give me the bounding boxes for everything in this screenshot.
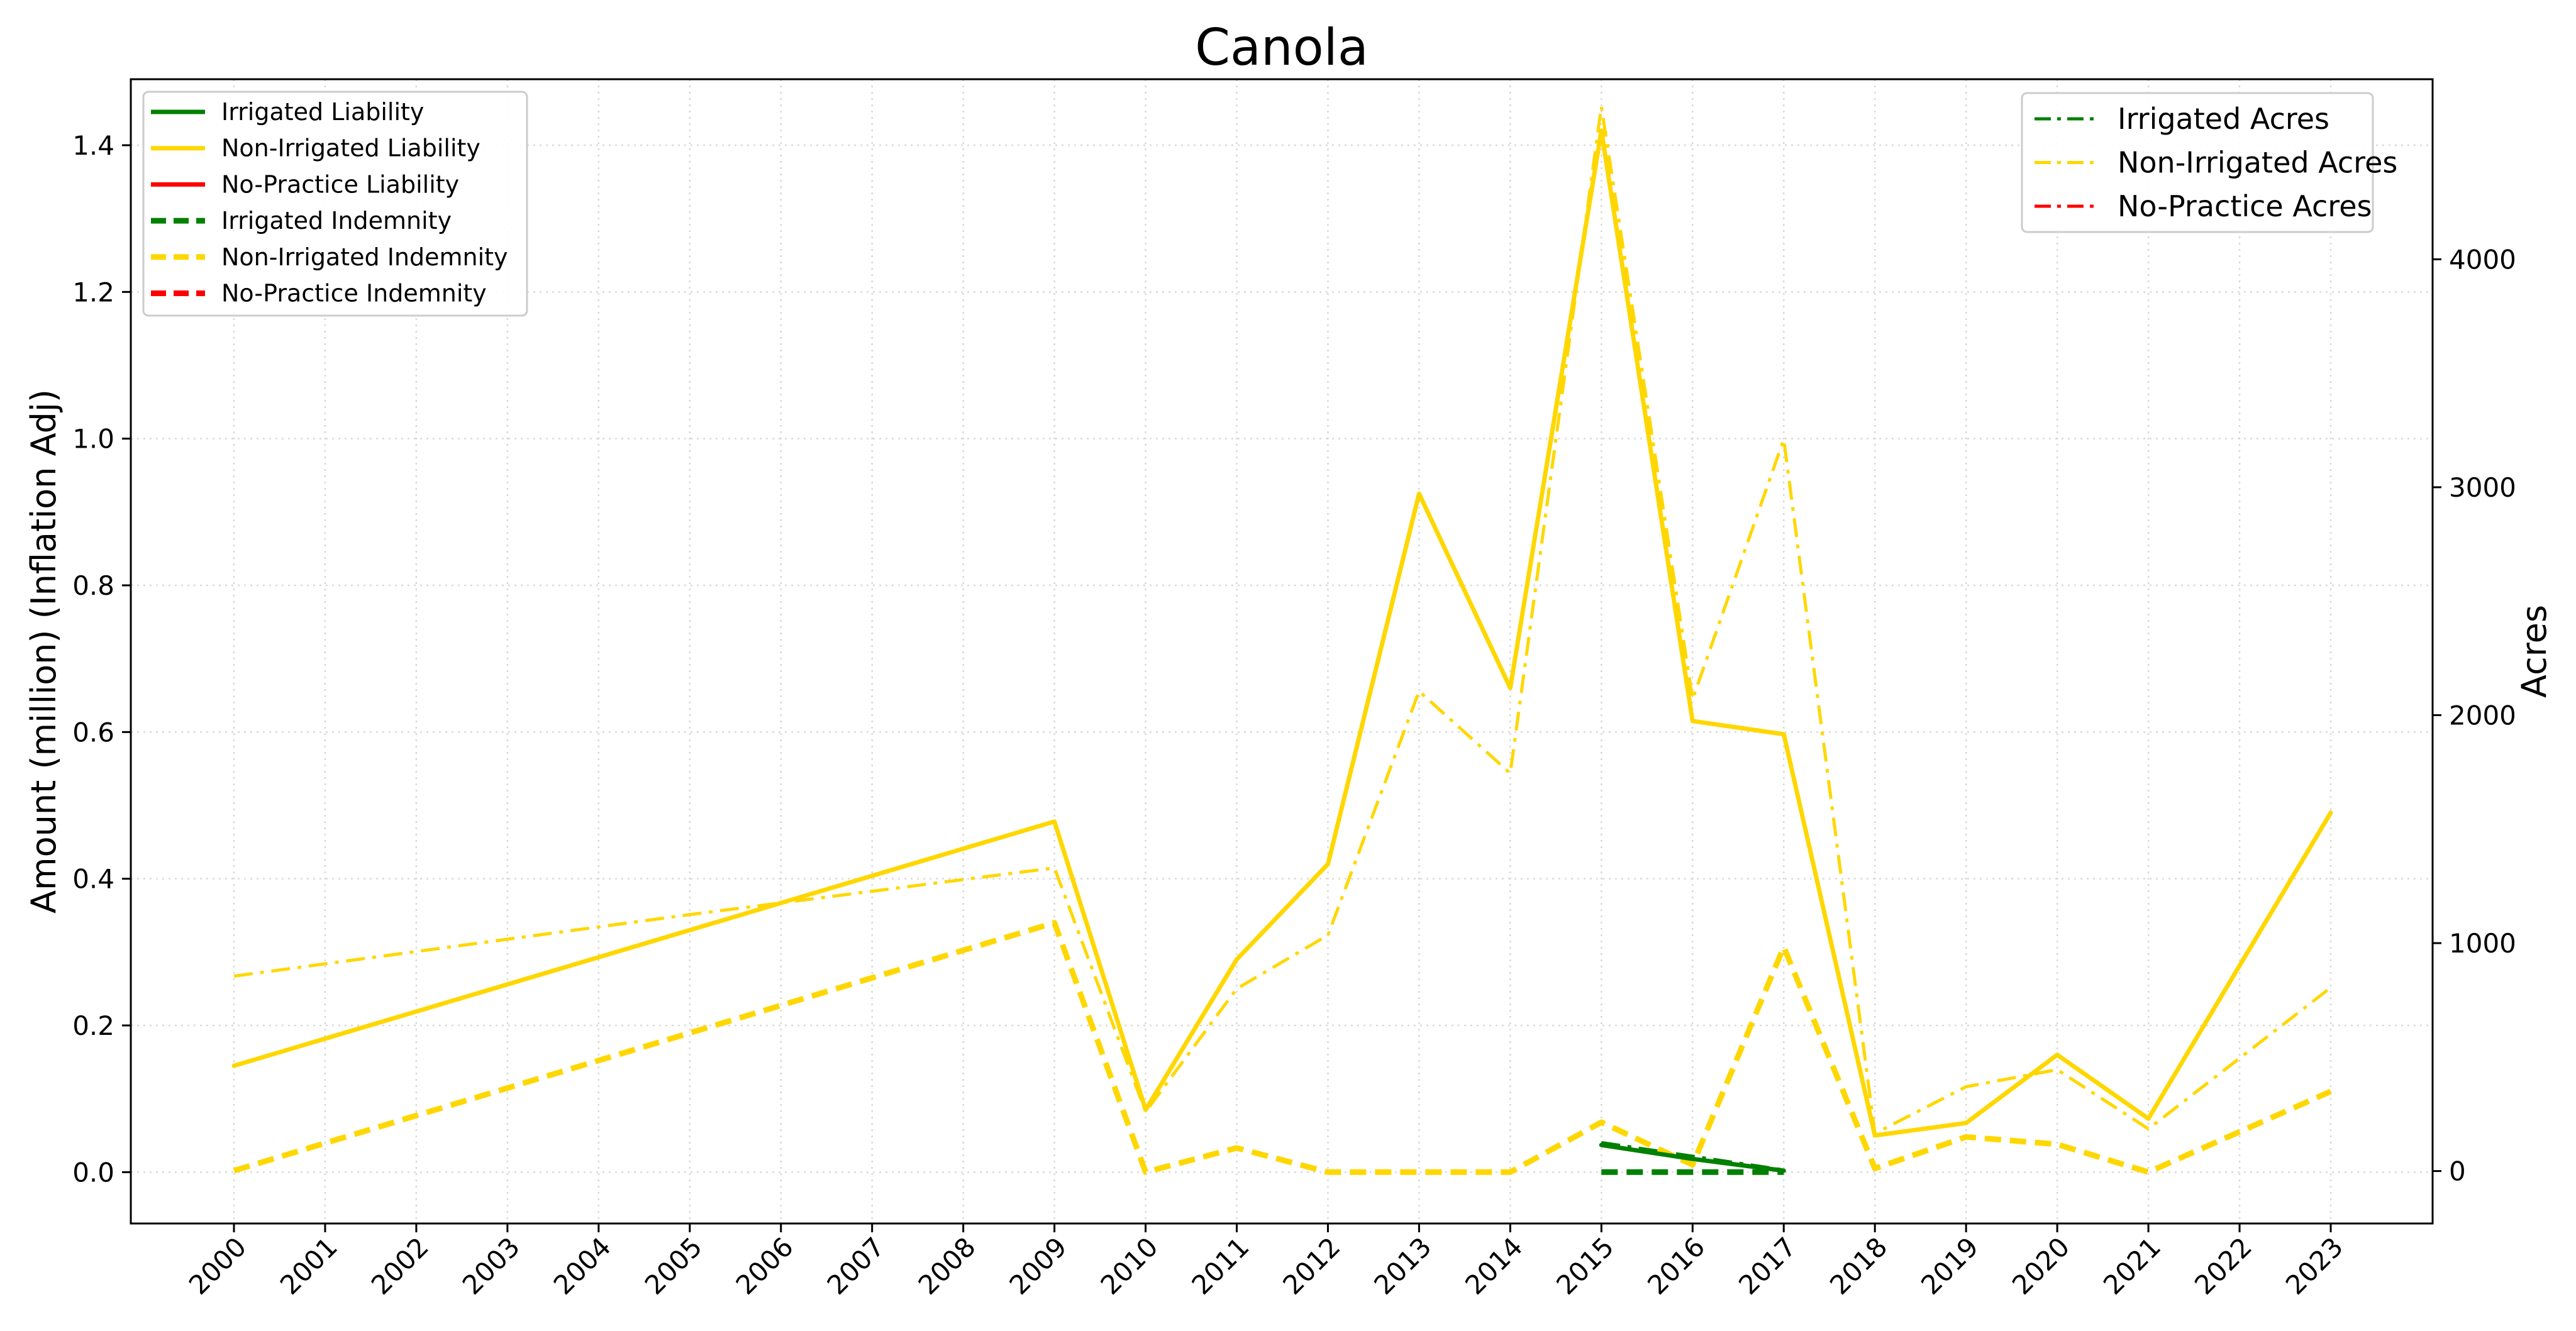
x-tick-label: 2022 xyxy=(2189,1231,2258,1300)
x-tick-label: 2023 xyxy=(2280,1231,2349,1300)
series-layer xyxy=(231,105,2333,1175)
legend-label: No-Practice Acres xyxy=(2118,189,2372,223)
y-axis-title: Amount (million) (Inflation Adj) xyxy=(24,389,64,914)
legend-label: No-Practice Liability xyxy=(221,170,459,198)
x-tick-label: 2006 xyxy=(730,1231,799,1300)
x-tick-label: 2016 xyxy=(1641,1231,1711,1300)
legend-label: No-Practice Indemnity xyxy=(221,280,487,307)
legend-label: Irrigated Acres xyxy=(2118,102,2329,136)
y-tick-label: 0.0 xyxy=(72,1157,114,1188)
y-axis-right: 0 1000 2000 3000 4000 xyxy=(2433,244,2516,1187)
legend-left: Irrigated Liability Non-Irrigated Liabili… xyxy=(142,91,528,317)
x-tick-label: 2001 xyxy=(274,1231,343,1300)
legend-label: Non-Irrigated Indemnity xyxy=(221,243,508,271)
y2-tick-label: 1000 xyxy=(2449,928,2516,959)
x-tick-label: 2000 xyxy=(183,1231,252,1300)
x-tick-label: 2009 xyxy=(1003,1231,1072,1300)
x-tick-label: 2010 xyxy=(1094,1231,1163,1300)
y-tick-label: 1.0 xyxy=(72,424,114,455)
x-tick-label: 2003 xyxy=(457,1231,526,1300)
x-tick-label: 2018 xyxy=(1824,1231,1893,1300)
x-tick-label: 2015 xyxy=(1550,1231,1619,1300)
y2-tick-label: 2000 xyxy=(2449,700,2516,731)
y2-axis-title: Acres xyxy=(2514,605,2554,698)
y-tick-label: 1.4 xyxy=(72,130,114,161)
x-tick-label: 2007 xyxy=(821,1231,891,1300)
x-tick-label: 2008 xyxy=(912,1231,981,1300)
x-tick-label: 2005 xyxy=(639,1231,708,1300)
y-axis-left: 0.0 0.2 0.4 0.6 0.8 1.0 1.2 1.4 xyxy=(72,130,131,1188)
x-tick-label: 2012 xyxy=(1277,1231,1346,1300)
y2-tick-label: 4000 xyxy=(2449,244,2516,275)
series-line-non-irrigated-indemnity xyxy=(233,920,2332,1175)
y-tick-label: 0.6 xyxy=(72,717,114,748)
chart-title: Canola xyxy=(1195,18,1368,77)
legend-right-box xyxy=(2021,92,2374,233)
legend-left-box xyxy=(142,91,528,317)
y-tick-label: 0.8 xyxy=(72,570,114,601)
series-line-irrigated-liability xyxy=(1599,1142,1786,1173)
y2-tick-label: 3000 xyxy=(2449,472,2516,503)
x-axis: 2000 2001 2002 2003 2004 2005 2006 2007 2008 2009… xyxy=(183,1223,2349,1301)
x-tick-label: 2021 xyxy=(2097,1231,2167,1300)
y-tick-label: 0.2 xyxy=(72,1010,114,1041)
x-tick-label: 2020 xyxy=(2006,1231,2075,1300)
x-tick-label: 2004 xyxy=(548,1231,617,1300)
legend-right: Irrigated Acres Non-Irrigated Acres No-Pra… xyxy=(2021,92,2397,233)
x-tick-label: 2014 xyxy=(1459,1231,1528,1300)
series-line-non-irrigated-liability xyxy=(231,128,2333,1138)
x-tick-label: 2017 xyxy=(1733,1231,1802,1300)
legend-label: Non-Irrigated Acres xyxy=(2118,146,2397,180)
legend-label: Non-Irrigated Liability xyxy=(221,135,480,162)
y-tick-label: 0.4 xyxy=(72,864,114,895)
x-tick-label: 2019 xyxy=(1915,1231,1984,1300)
x-tick-label: 2013 xyxy=(1368,1231,1437,1300)
x-tick-label: 2002 xyxy=(365,1231,435,1300)
y-tick-label: 1.2 xyxy=(72,277,114,307)
grid-layer xyxy=(131,79,2433,1223)
legend-label: Irrigated Liability xyxy=(221,98,424,126)
series-line-non-irrigated-acres xyxy=(233,105,2332,1135)
legend-label: Irrigated Indemnity xyxy=(221,207,452,235)
x-tick-label: 2011 xyxy=(1185,1231,1255,1300)
plot-frame xyxy=(130,78,2434,1225)
y2-tick-label: 0 xyxy=(2449,1156,2466,1187)
